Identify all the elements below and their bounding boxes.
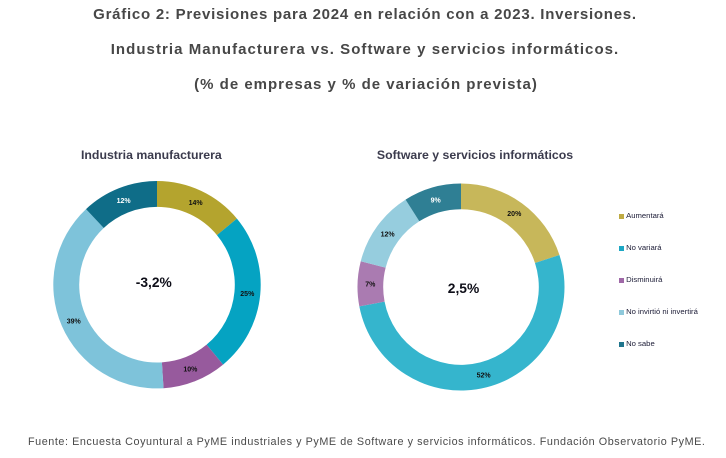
svg-text:7%: 7% bbox=[365, 282, 376, 289]
svg-text:9%: 9% bbox=[431, 198, 442, 205]
svg-text:12%: 12% bbox=[381, 231, 396, 238]
svg-text:52%: 52% bbox=[477, 373, 492, 380]
svg-text:39%: 39% bbox=[67, 318, 82, 325]
svg-text:20%: 20% bbox=[507, 211, 522, 218]
svg-text:25%: 25% bbox=[240, 291, 255, 298]
svg-text:10%: 10% bbox=[183, 367, 198, 374]
svg-text:14%: 14% bbox=[189, 200, 204, 207]
svg-text:12%: 12% bbox=[117, 198, 132, 205]
